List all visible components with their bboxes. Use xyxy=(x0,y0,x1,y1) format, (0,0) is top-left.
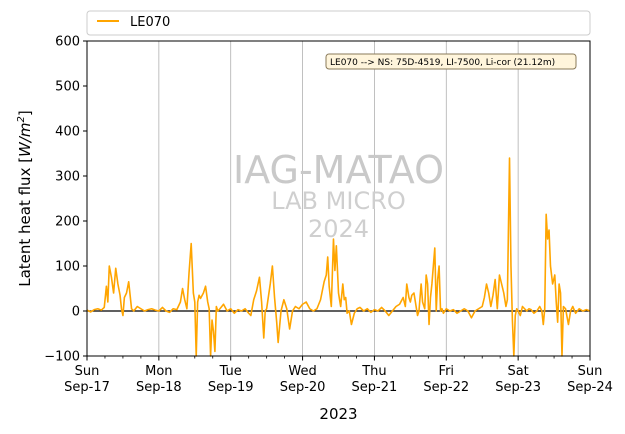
y-tick-label-6: 500 xyxy=(55,80,80,95)
x-tick-day-4: Thu xyxy=(361,364,386,379)
y-axis-title-superscript: 2 xyxy=(16,116,27,122)
y-tick-label-3: 200 xyxy=(55,215,80,230)
watermark-line-1: IAG-MATAO xyxy=(233,148,444,192)
x-tick-day-7: Sun xyxy=(578,364,603,379)
x-tick-date-3: Sep-20 xyxy=(280,380,326,395)
y-axis-title-main: Latent heat flux [ xyxy=(16,157,34,287)
x-tick-date-0: Sep-17 xyxy=(64,380,110,395)
y-axis-title: Latent heat flux [W/m2] xyxy=(16,110,34,287)
annotation-frame xyxy=(325,53,577,70)
legend-label-le070: LE070 xyxy=(130,15,170,30)
x-tick-day-6: Sat xyxy=(507,364,528,379)
legend: LE070 xyxy=(86,10,591,36)
y-axis-title-unit: W/m xyxy=(16,122,34,157)
series-line-le070 xyxy=(86,157,591,357)
y-tick-label-4: 300 xyxy=(55,170,80,185)
x-tick-day-0: Sun xyxy=(75,364,100,379)
y-tick-label-5: 400 xyxy=(55,125,80,140)
y-tick-label-1: 0 xyxy=(72,305,80,320)
watermark-line-2: LAB MICRO xyxy=(271,187,406,215)
annotation-box: LE070 --> NS: 75D-4519, LI-7500, Li-cor … xyxy=(325,53,577,70)
x-tick-date-4: Sep-21 xyxy=(352,380,398,395)
y-tick-label-0: −100 xyxy=(44,350,80,365)
x-tick-day-3: Wed xyxy=(288,364,316,379)
y-axis-ticks: −100 0 100 200 300 400 500 600 xyxy=(44,35,87,365)
x-tick-date-2: Sep-19 xyxy=(208,380,254,395)
y-tick-label-7: 600 xyxy=(55,35,80,50)
y-tick-label-2: 100 xyxy=(55,260,80,275)
x-tick-date-1: Sep-18 xyxy=(136,380,182,395)
x-axis-title: 2023 xyxy=(319,405,357,423)
legend-frame xyxy=(86,10,591,36)
x-tick-day-1: Mon xyxy=(145,364,172,379)
watermark: IAG-MATAO LAB MICRO 2024 xyxy=(233,148,444,243)
x-tick-date-5: Sep-22 xyxy=(423,380,469,395)
y-axis-title-close: ] xyxy=(16,110,34,116)
x-tick-date-7: Sep-24 xyxy=(567,380,613,395)
x-tick-day-5: Fri xyxy=(439,364,455,379)
annotation-text: LE070 --> NS: 75D-4519, LI-7500, Li-cor … xyxy=(330,58,555,68)
watermark-line-3: 2024 xyxy=(308,215,369,243)
x-axis-ticks: SunSep-17MonSep-18TueSep-19WedSep-20ThuS… xyxy=(64,356,613,395)
x-tick-date-6: Sep-23 xyxy=(495,380,541,395)
x-tick-day-2: Tue xyxy=(219,364,242,379)
